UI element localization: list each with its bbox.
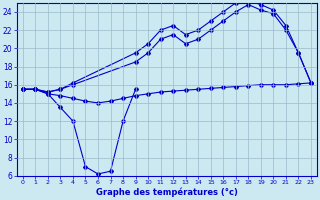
X-axis label: Graphe des températures (°c): Graphe des températures (°c) xyxy=(96,188,238,197)
